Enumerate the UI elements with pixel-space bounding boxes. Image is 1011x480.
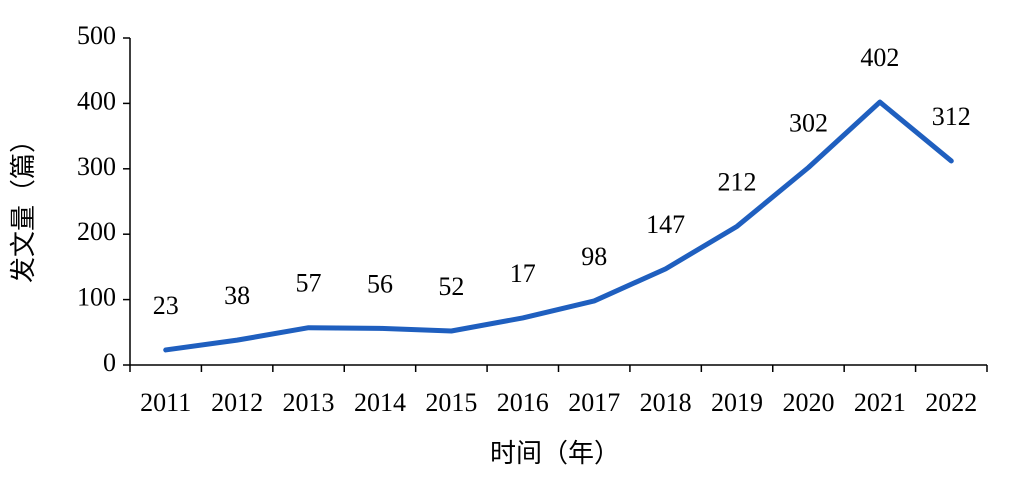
x-tick-label: 2011 — [140, 388, 191, 417]
data-label: 302 — [789, 108, 828, 137]
data-line — [163, 99, 954, 353]
data-label: 56 — [367, 269, 393, 298]
x-tick-label: 2016 — [497, 388, 549, 417]
y-tick-label: 500 — [77, 21, 116, 50]
y-tick-label: 400 — [77, 86, 116, 115]
data-label: 402 — [860, 43, 899, 72]
data-label: 212 — [718, 167, 757, 196]
data-label: 312 — [932, 102, 971, 131]
x-axis-label: 时间（年） — [490, 439, 620, 468]
data-label: 57 — [296, 269, 322, 298]
y-axis-label: 发文量（篇） — [9, 127, 38, 283]
x-tick-label: 2017 — [568, 388, 620, 417]
x-tick-label: 2012 — [211, 388, 263, 417]
x-tick-label: 2013 — [283, 388, 335, 417]
x-tick-label: 2022 — [925, 388, 977, 417]
x-tick-label: 2015 — [425, 388, 477, 417]
data-label: 38 — [224, 281, 250, 310]
y-tick-label: 300 — [77, 152, 116, 181]
y-tick-label: 100 — [77, 283, 116, 312]
x-tick-label: 2014 — [354, 388, 406, 417]
x-tick-label: 2019 — [711, 388, 763, 417]
x-tick-label: 2018 — [640, 388, 692, 417]
x-tick-label: 2021 — [854, 388, 906, 417]
y-tick-label: 200 — [77, 217, 116, 246]
data-label: 23 — [153, 291, 179, 320]
data-label: 98 — [581, 242, 607, 271]
data-label: 147 — [646, 210, 685, 239]
data-label: 17 — [510, 259, 536, 288]
x-tick-label: 2020 — [782, 388, 834, 417]
y-tick-label: 0 — [103, 348, 116, 377]
data-label: 52 — [438, 272, 464, 301]
